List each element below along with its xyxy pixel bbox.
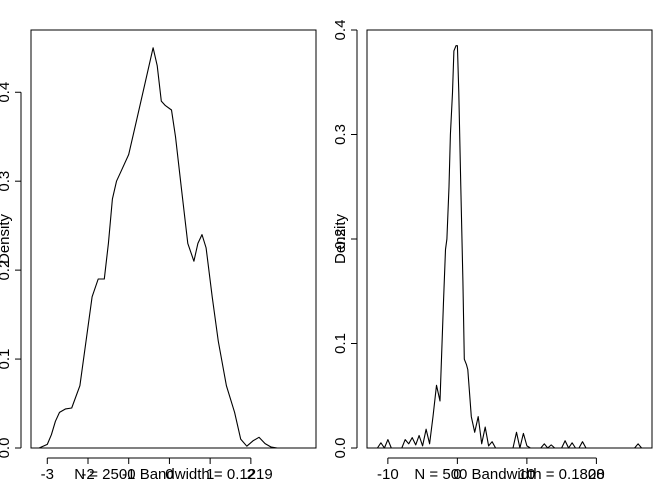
x-tick-label: 20	[588, 466, 605, 480]
x-tick-label: 2	[247, 466, 255, 480]
y-tick-label: 0.1	[0, 349, 13, 370]
x-tick-label: -2	[81, 466, 94, 480]
y-tick-label: 0.1	[332, 333, 349, 354]
plot-frame	[30, 29, 317, 449]
y-tick-label: 0.2	[332, 229, 349, 250]
x-tick-label: 10	[519, 466, 536, 480]
x-tick-label: 0	[165, 466, 173, 480]
x-tick-label: 1	[206, 466, 214, 480]
density-curve	[376, 45, 643, 449]
y-tick-label: 0.0	[332, 438, 349, 459]
x-tick-label: -10	[377, 466, 399, 480]
y-tick-label: 0.3	[0, 171, 13, 192]
y-tick-label: 0.0	[0, 438, 13, 459]
density-curve	[38, 47, 292, 449]
y-tick-label: 0.4	[0, 82, 13, 103]
x-tick-label: 0	[453, 466, 461, 480]
y-tick-label: 0.3	[332, 124, 349, 145]
y-axis-title: Density	[332, 213, 349, 264]
y-tick-label: 0.2	[0, 260, 13, 281]
x-tick-label: -1	[122, 466, 135, 480]
plot-frame	[366, 29, 653, 449]
y-axis-title: Density	[0, 213, 13, 264]
x-axis-subtitle: N = 2500 Bandwidth = 0.1219	[74, 466, 273, 480]
density-plot-right: 0.0 0.1 0.2 0.3 0.4 -10 0 10 20 Density N = 500 Ba…	[332, 20, 653, 480]
x-tick-label: -3	[41, 466, 54, 480]
x-axis-subtitle: N = 500 Bandwidth = 0.1808	[414, 466, 604, 480]
y-tick-label: 0.4	[332, 20, 349, 41]
